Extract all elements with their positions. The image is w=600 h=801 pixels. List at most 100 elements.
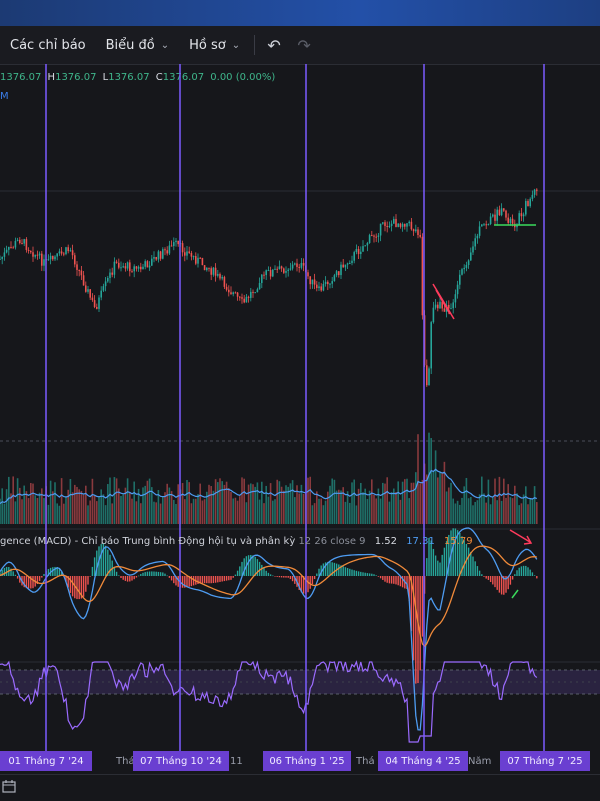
candle-body (507, 217, 509, 223)
candle-body (346, 263, 349, 265)
macd-histogram-bar (256, 559, 259, 576)
volume-bar (126, 478, 129, 524)
macd-histogram-bar (267, 572, 270, 576)
candle-body (69, 250, 72, 252)
macd-histogram-bar (529, 569, 531, 576)
macd-histogram-bar (206, 576, 208, 584)
candle-body (498, 209, 501, 216)
undo-icon[interactable]: ↶ (267, 35, 281, 55)
candle-body (34, 254, 36, 257)
macd-histogram-bar (23, 576, 25, 588)
volume-bar (364, 488, 366, 524)
macd-histogram-bar (382, 576, 384, 580)
date-label-box: 07 Tháng 10 '24 (133, 751, 229, 771)
macd-histogram-bar (69, 576, 72, 593)
candle-body (428, 368, 430, 386)
volume-bar (76, 486, 78, 524)
close-value: 1376.07 (162, 72, 205, 83)
chart-menu-button[interactable]: Biểu đồ ⌄ (96, 26, 180, 64)
macd-histogram-bar (291, 576, 294, 582)
macd-histogram-bar (522, 565, 525, 576)
macd-histogram-bar (177, 576, 179, 587)
volume-bar (393, 488, 395, 524)
volume-bar (217, 482, 219, 524)
macd-histogram-bar (201, 576, 204, 584)
macd-histogram-bar (78, 576, 80, 600)
volume-bar (404, 479, 406, 524)
macd-histogram-bar (192, 576, 195, 586)
volume-bar (184, 499, 186, 524)
date-axis-partial: Thá (356, 756, 375, 767)
volume-bar (107, 484, 109, 524)
macd-histogram-bar (243, 558, 245, 576)
candle-body (478, 226, 481, 236)
candle-body (5, 249, 8, 253)
candle-body (360, 251, 362, 255)
macd-histogram-bar (342, 566, 344, 576)
volume-bar (366, 498, 369, 524)
macd-histogram-bar (173, 576, 175, 584)
macd-histogram-bar (518, 567, 520, 576)
volume-bar (32, 483, 34, 524)
volume-bar (401, 481, 404, 524)
volume-bar (3, 503, 6, 524)
volume-bar (274, 499, 276, 524)
volume-bar (536, 502, 538, 524)
candle-body (373, 235, 375, 237)
candle-body (96, 306, 98, 309)
macd-histogram-bar (421, 576, 424, 637)
volume-bar (210, 486, 212, 524)
macd-histogram-bar (401, 576, 404, 588)
macd-params: 12 26 close 9 (298, 536, 366, 547)
profile-menu-button[interactable]: Hồ sơ ⌄ (179, 26, 250, 64)
candle-body (371, 235, 373, 237)
volume-bar (63, 503, 65, 524)
redo-icon[interactable]: ↷ (297, 35, 311, 55)
candle-body (492, 214, 494, 217)
volume-bar (69, 479, 72, 524)
macd-histogram-bar (454, 528, 457, 576)
candle-body (151, 258, 153, 266)
candle-body (225, 286, 228, 290)
volume-bar (522, 494, 525, 524)
volume-bar (472, 505, 474, 524)
macd-histogram-bar (461, 536, 463, 576)
macd-histogram-bar (25, 576, 28, 589)
candle-body (382, 222, 384, 224)
volume-bar (195, 498, 197, 524)
macd-histogram-bar (476, 566, 479, 576)
macd-histogram-bar (250, 554, 252, 576)
candle-body (208, 267, 210, 269)
volume-bar (355, 505, 358, 524)
macd-histogram-bar (320, 565, 322, 576)
calendar-icon[interactable] (2, 779, 16, 793)
macd-arrow-annotation[interactable] (511, 589, 519, 599)
candle-body (280, 266, 283, 269)
volume-bar (236, 500, 239, 524)
volume-bar (285, 485, 287, 524)
date-label-box: 06 Tháng 1 '25 (263, 751, 351, 771)
macd-histogram-bar (432, 548, 435, 576)
volume-bar (489, 504, 492, 524)
macd-histogram-bar (467, 547, 470, 576)
candle-body (322, 283, 325, 291)
candle-body (206, 267, 208, 271)
volume-bar (456, 500, 459, 524)
macd-arrow-annotation[interactable] (509, 529, 531, 543)
volume-bar (298, 493, 300, 524)
macd-histogram (0, 528, 538, 684)
volume-bar (34, 495, 36, 524)
macd-histogram-bar (437, 560, 439, 576)
candle-body (331, 281, 333, 284)
macd-histogram-bar (428, 537, 430, 576)
indicators-button[interactable]: Các chỉ báo (0, 26, 96, 64)
volume-bar (208, 484, 210, 524)
candle-body (236, 292, 239, 297)
macd-histogram-bar (82, 576, 85, 597)
price-chart[interactable] (0, 64, 600, 774)
macd-histogram-bar (80, 576, 83, 599)
trend-annotation[interactable] (435, 289, 451, 315)
candle-body (170, 245, 173, 247)
volume-bar (239, 496, 241, 524)
candle-body (109, 272, 111, 278)
